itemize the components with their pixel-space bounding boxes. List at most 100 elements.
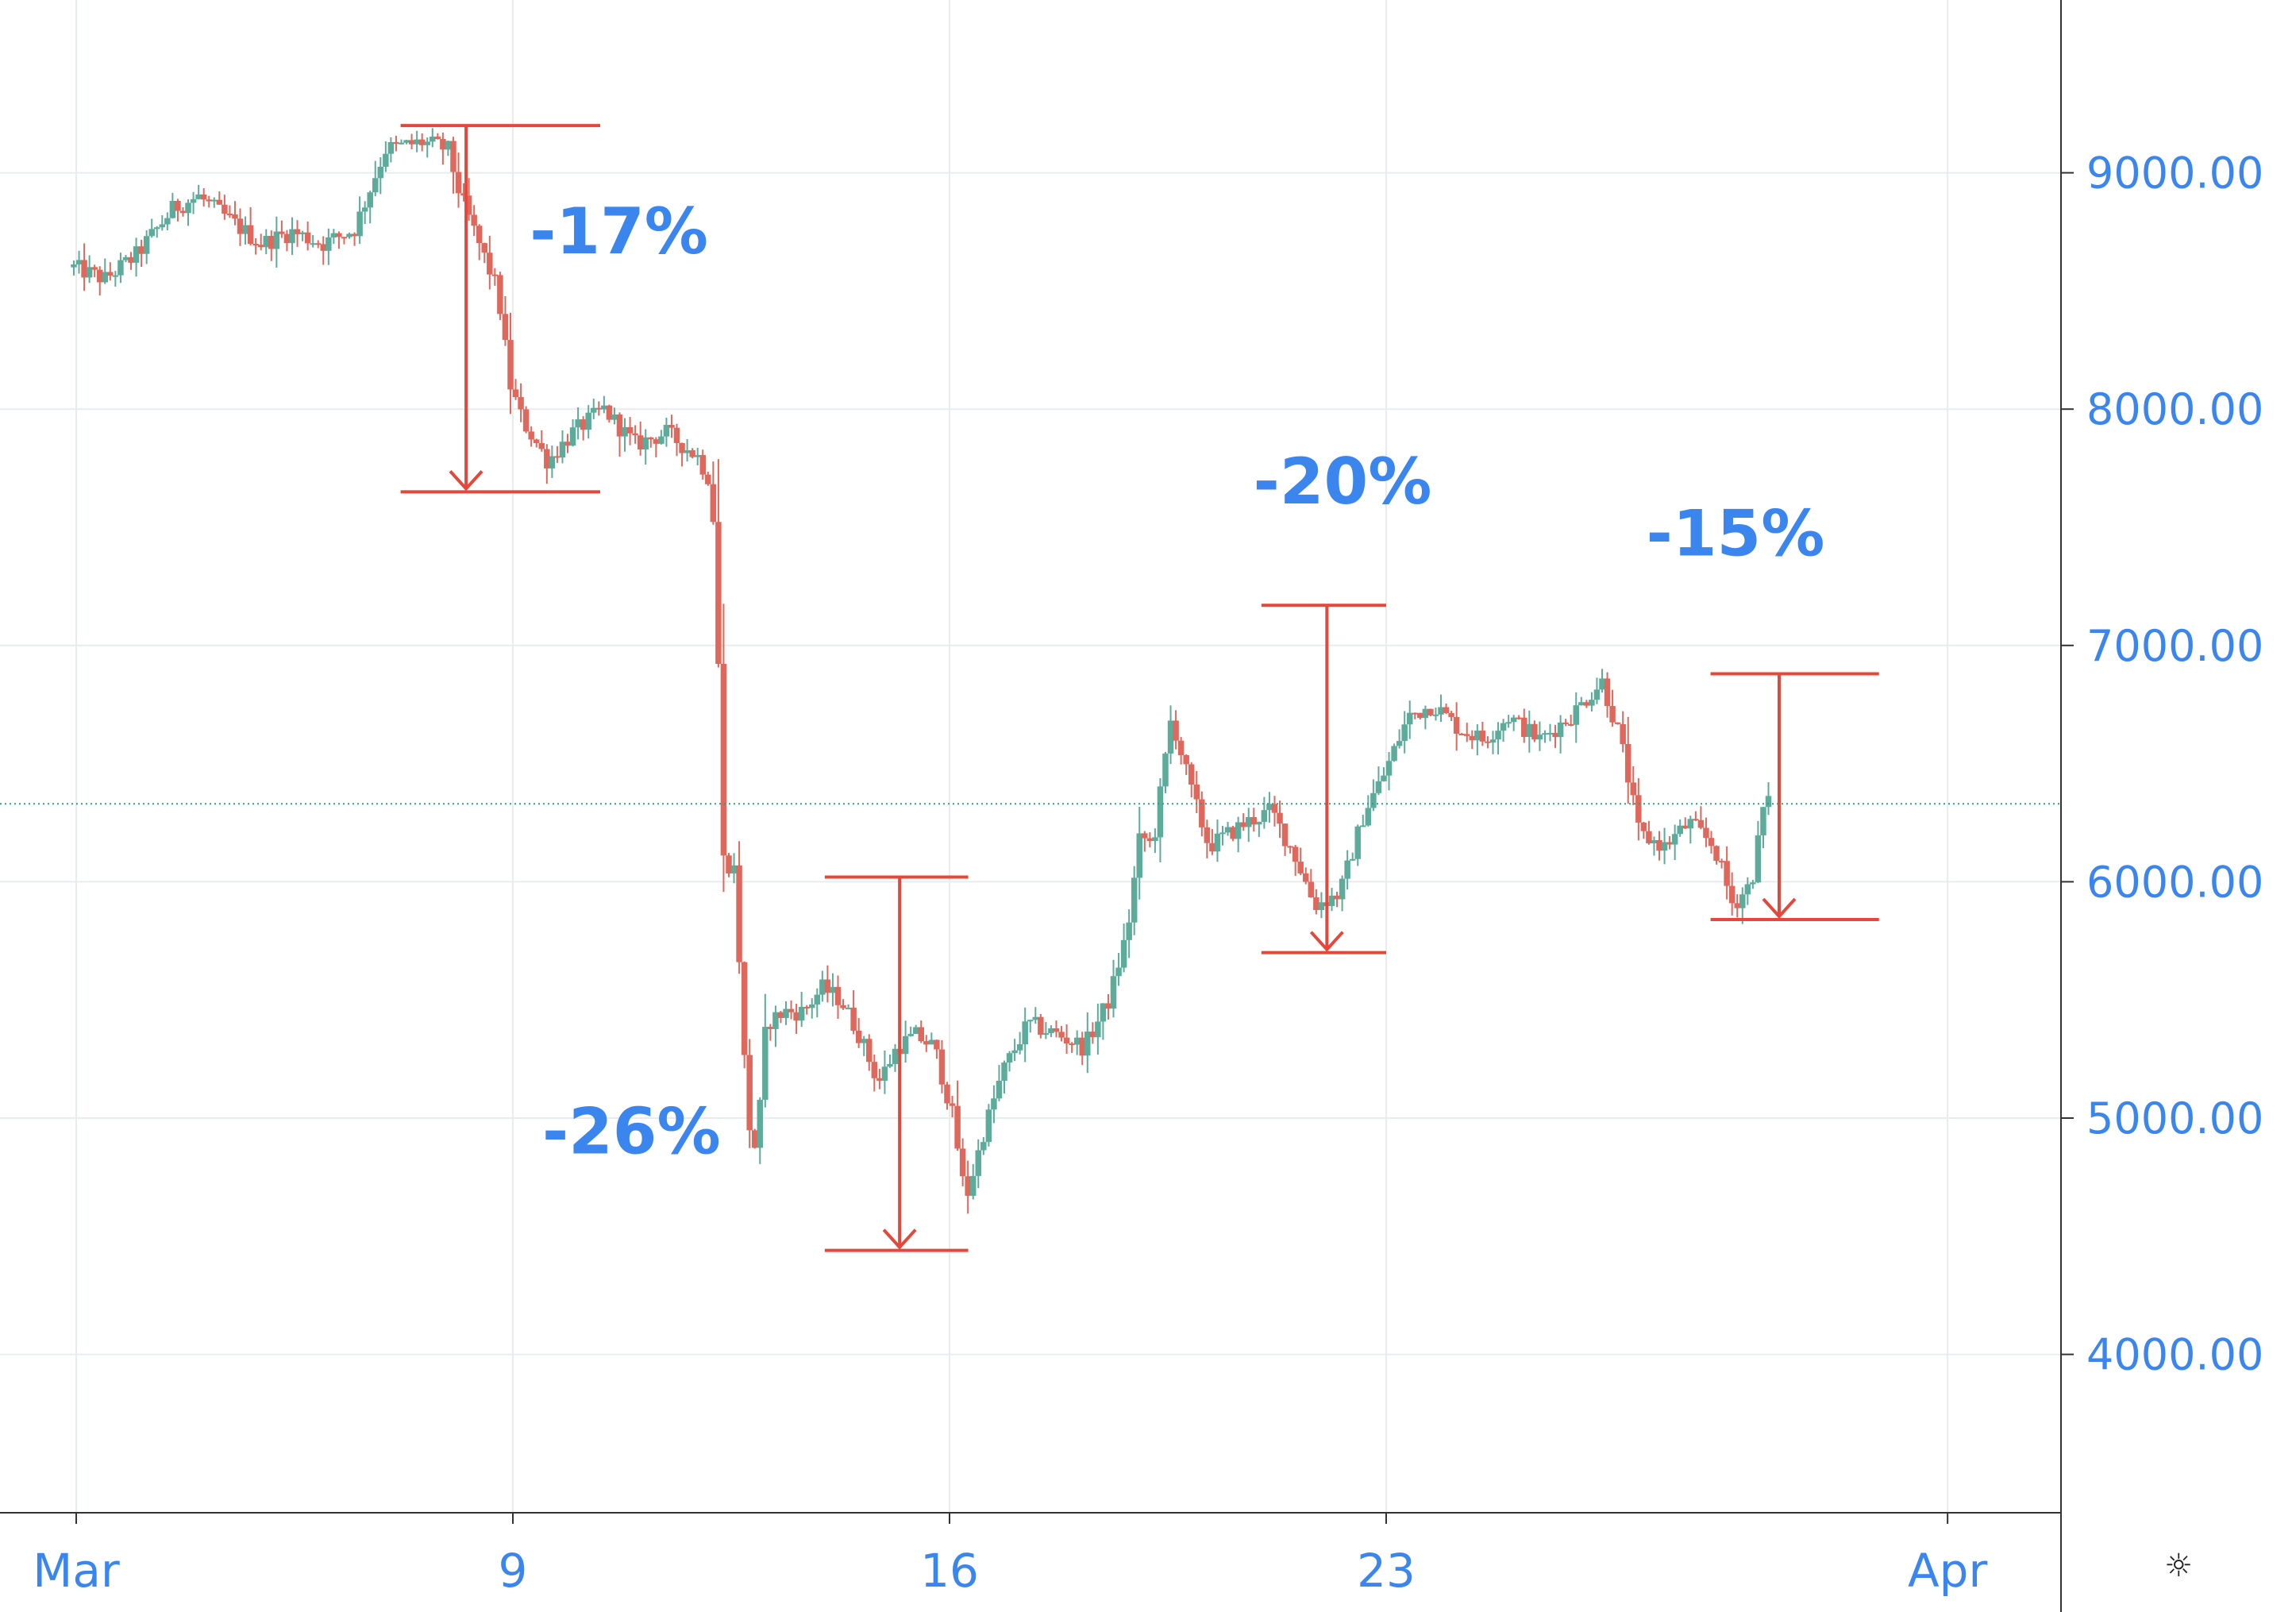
candle-body — [1177, 740, 1185, 755]
candle-body — [133, 246, 140, 263]
candle-body — [923, 1041, 930, 1045]
candle-body — [1032, 1016, 1039, 1020]
candle-body — [169, 200, 176, 218]
candle-body — [1063, 1037, 1070, 1044]
candle-body — [1058, 1032, 1065, 1038]
candle-body — [1209, 843, 1215, 852]
candle-body — [1614, 722, 1621, 724]
candle-body — [1250, 817, 1258, 825]
candle-body — [538, 443, 545, 449]
candle-body — [1318, 902, 1325, 910]
drawdown-annotations: -17% -26% -20% -15% — [400, 124, 1879, 1252]
gear-icon[interactable]: ☼ — [2164, 1548, 2193, 1584]
candle-body — [1256, 822, 1262, 825]
candle-body — [1131, 877, 1138, 923]
candle-body — [965, 1176, 971, 1196]
candle-body — [959, 1148, 966, 1177]
candle-body — [668, 425, 675, 428]
candlestick-series — [71, 128, 1772, 1214]
candle-body — [226, 214, 233, 216]
candle-body — [1693, 819, 1699, 821]
candle-body — [591, 407, 597, 413]
candle-body — [1640, 822, 1647, 831]
candle-body — [330, 233, 337, 238]
candle-body — [1583, 702, 1590, 706]
candle-body — [341, 237, 348, 239]
candle-body — [252, 244, 259, 246]
candle-body — [1593, 689, 1601, 700]
x-tick-label: Apr — [1908, 1544, 1987, 1598]
candle-body — [1375, 781, 1382, 793]
candle-body — [757, 1099, 764, 1148]
candle-body — [1016, 1044, 1023, 1051]
candle-body — [502, 314, 509, 341]
candle-body — [544, 449, 550, 469]
candle-body — [1193, 785, 1200, 800]
candle-body — [772, 1012, 779, 1029]
candle-body — [606, 405, 613, 420]
candle-body — [294, 229, 301, 234]
candle-body — [559, 442, 566, 458]
candle-body — [1313, 897, 1319, 910]
candle-body — [1677, 825, 1683, 835]
candle-body — [190, 199, 197, 203]
candle-body — [242, 225, 248, 234]
candle-body — [346, 233, 352, 237]
candle-body — [351, 233, 358, 237]
candle-body — [918, 1027, 924, 1042]
candle-body — [393, 141, 399, 144]
candle-body — [928, 1039, 935, 1045]
candle-body — [1084, 1032, 1091, 1056]
candle-body — [819, 979, 826, 995]
candle-body — [1765, 796, 1772, 808]
candle-body — [361, 207, 368, 212]
drawdown-arrow-head — [1309, 931, 1344, 952]
candle-body — [1038, 1016, 1044, 1035]
candle-body — [289, 229, 295, 244]
candle-body — [1542, 733, 1548, 735]
candle-body — [372, 178, 379, 193]
candle-body — [1334, 895, 1340, 900]
candle-body — [200, 194, 207, 200]
candle-body — [1001, 1062, 1007, 1082]
candle-body — [383, 153, 389, 167]
candle-body — [1744, 884, 1751, 895]
candle-body — [876, 1078, 883, 1081]
candle-body — [938, 1049, 946, 1085]
candle-body — [1547, 732, 1554, 735]
candle-body — [1396, 741, 1403, 746]
candle-body — [1713, 846, 1720, 862]
drawdown-annotation: -26% — [542, 875, 969, 1252]
candle-body — [658, 436, 665, 444]
candle-body — [518, 397, 524, 410]
candle-body — [580, 419, 587, 430]
candle-body — [310, 243, 316, 245]
candle-body — [626, 427, 634, 434]
candle-body — [767, 1027, 774, 1029]
candle-body — [398, 142, 405, 145]
candle-body — [1531, 723, 1538, 740]
candle-body — [944, 1084, 950, 1104]
candle-body — [1536, 735, 1543, 740]
candle-body — [1162, 753, 1169, 787]
candle-body — [268, 236, 275, 249]
candle-body — [533, 439, 540, 444]
candle-body — [549, 456, 556, 469]
candle-body — [138, 246, 144, 254]
candle-body — [512, 389, 519, 398]
candle-body — [762, 1027, 769, 1100]
candle-body — [1469, 735, 1476, 741]
candle-body — [528, 431, 534, 440]
candle-body — [304, 232, 311, 244]
candle-body — [216, 199, 223, 205]
drawdown-arrow-head — [882, 1228, 917, 1250]
candle-body — [585, 412, 591, 430]
candle-body — [434, 137, 441, 140]
candle-body — [1438, 707, 1444, 715]
candle-body — [471, 214, 477, 226]
candle-body — [788, 1008, 795, 1012]
candle-body — [1562, 722, 1569, 724]
candle-body — [855, 1030, 862, 1043]
candle-body — [1152, 837, 1158, 842]
